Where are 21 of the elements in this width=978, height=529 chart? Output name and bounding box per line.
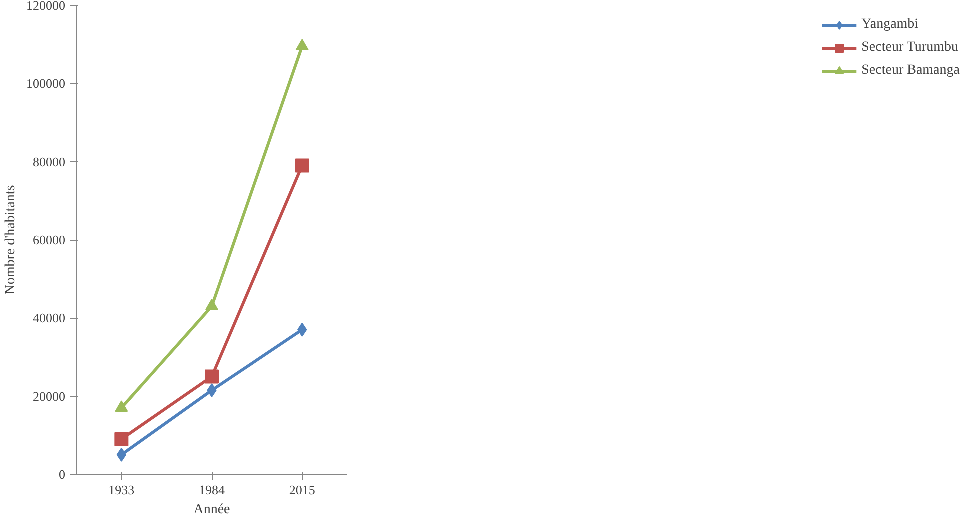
legend-label: Yangambi bbox=[862, 17, 919, 33]
y-tick-label: 100000 bbox=[26, 76, 66, 92]
point bbox=[114, 432, 129, 446]
y-tick-label: 80000 bbox=[33, 154, 66, 170]
point bbox=[295, 158, 310, 173]
point bbox=[205, 370, 219, 384]
x-tick-label: 2015 bbox=[289, 482, 316, 498]
legend-label: Secteur Bamanga bbox=[862, 63, 960, 79]
point bbox=[206, 299, 218, 310]
y-tick-label: 60000 bbox=[33, 232, 66, 248]
point bbox=[115, 400, 128, 412]
x-axis-title: Année bbox=[194, 502, 230, 518]
y-tick-label: 0 bbox=[59, 467, 66, 482]
x-tick-label: 1984 bbox=[199, 482, 226, 498]
y-tick-label: 20000 bbox=[33, 388, 66, 404]
y-axis-title: Nombre d'habitants bbox=[4, 185, 18, 295]
legend-label: Secteur Turumbu bbox=[862, 40, 958, 56]
x-tick-label: 1933 bbox=[108, 482, 135, 498]
y-tick-label: 40000 bbox=[33, 310, 66, 326]
point bbox=[296, 39, 309, 50]
y-tick-label: 120000 bbox=[26, 0, 66, 13]
